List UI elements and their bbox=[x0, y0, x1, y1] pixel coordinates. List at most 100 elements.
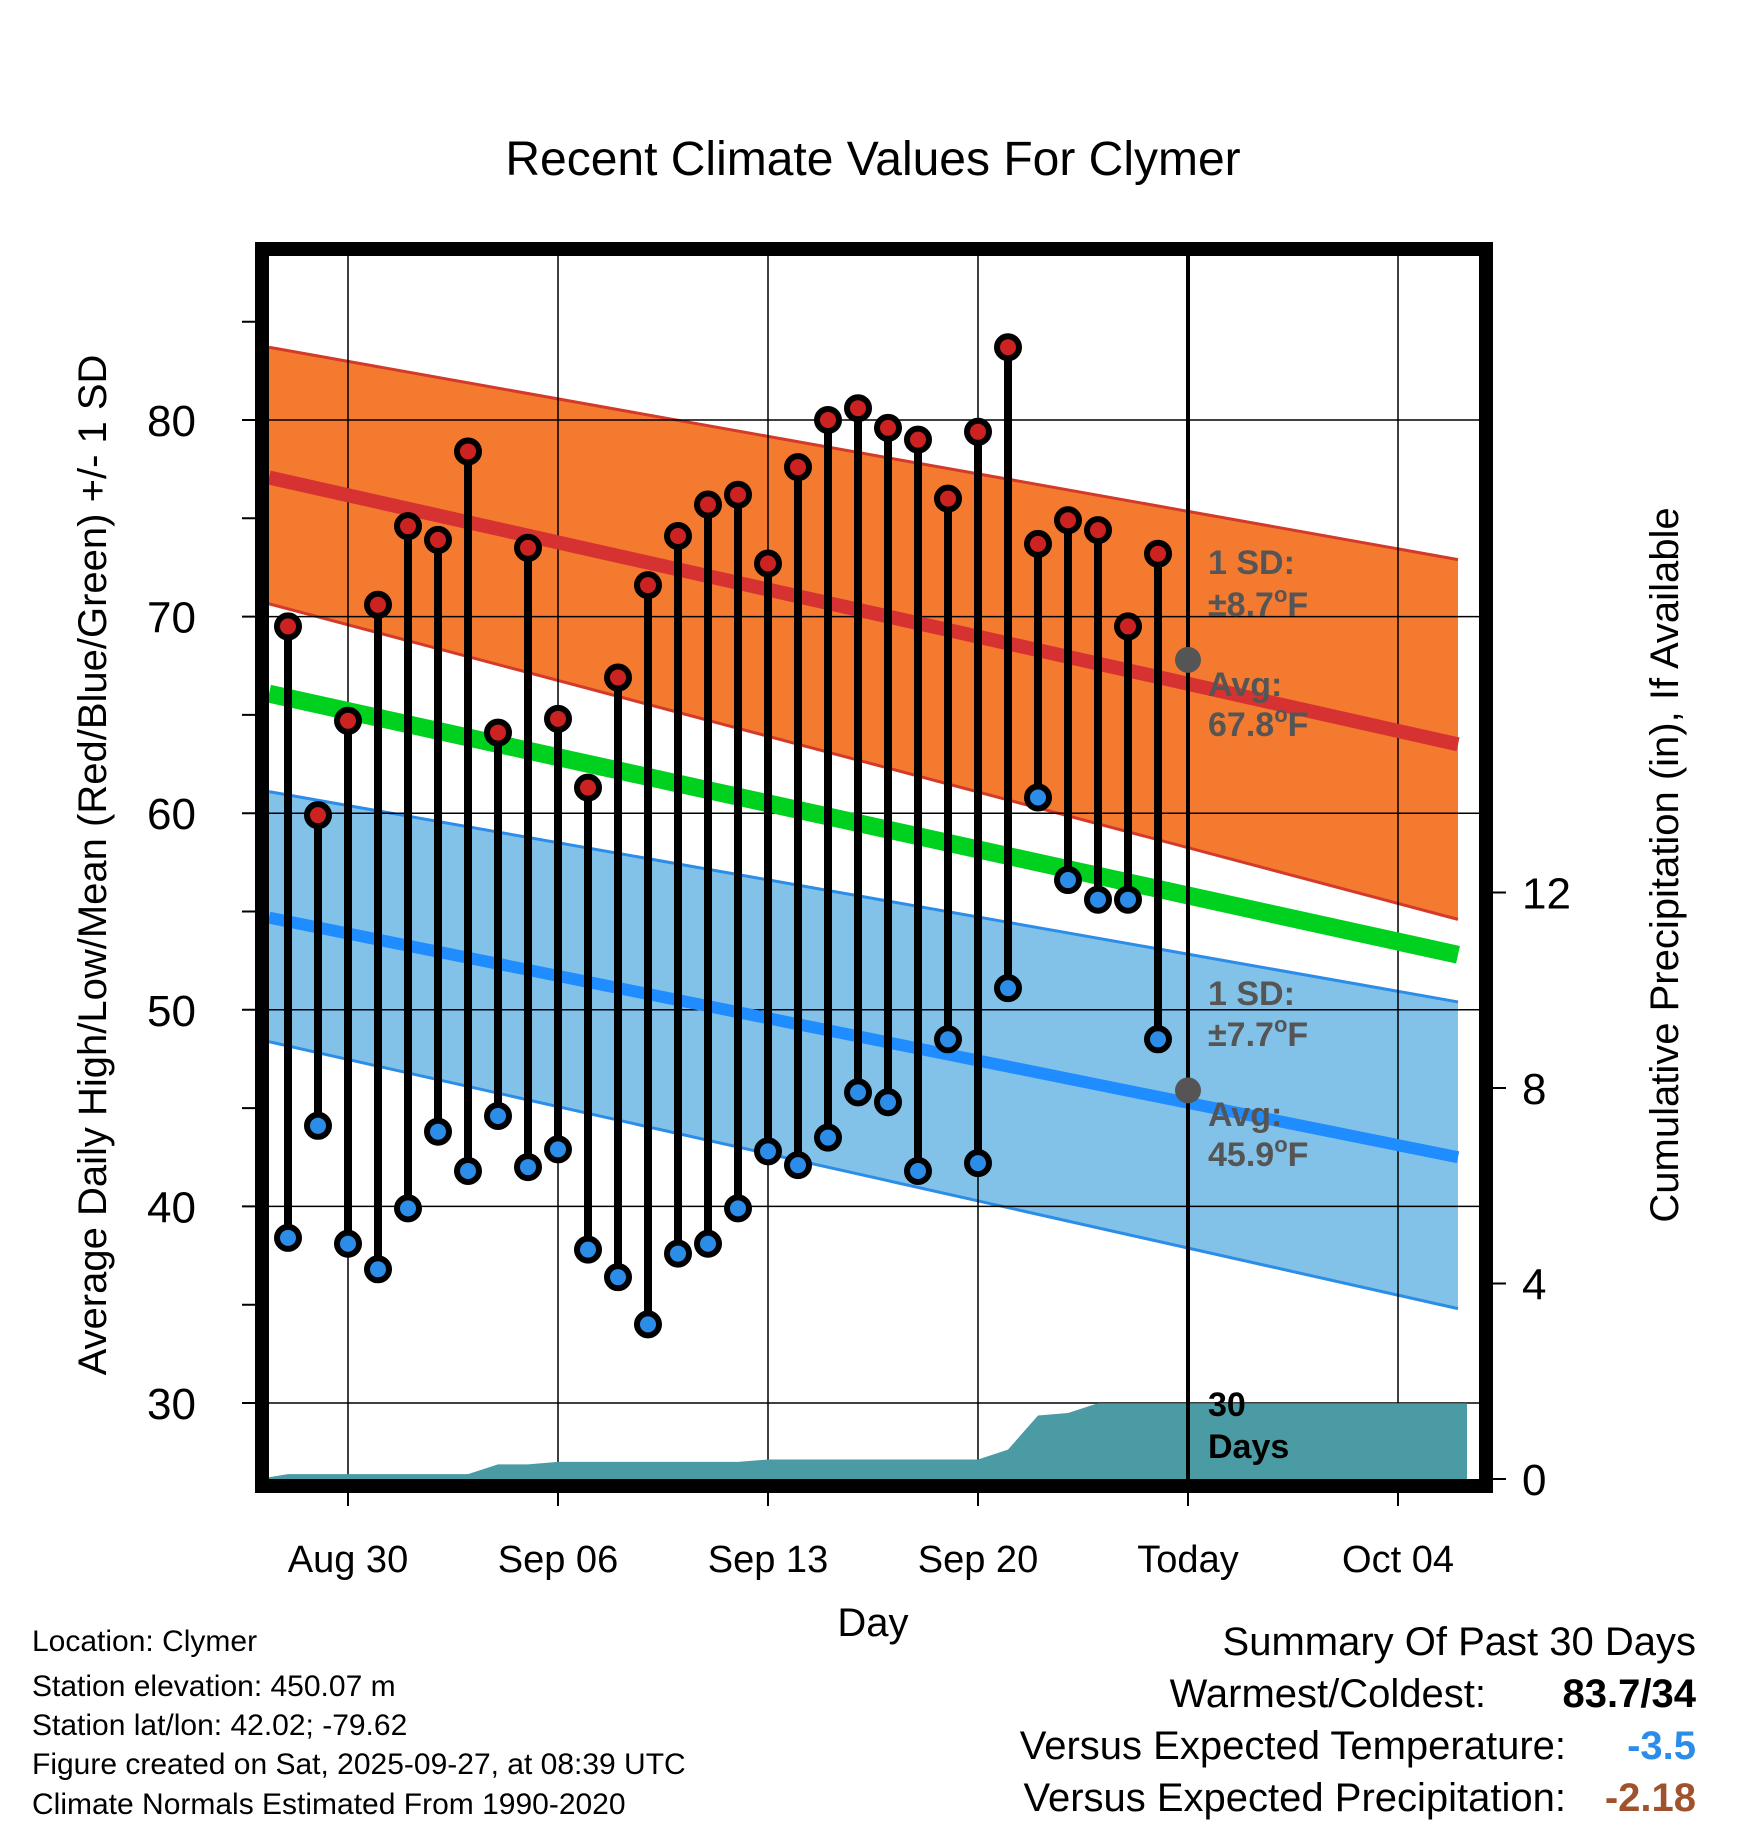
daily-low-point bbox=[1084, 885, 1112, 914]
daily-high-point bbox=[1144, 539, 1172, 568]
daily-high-point bbox=[484, 718, 512, 747]
daily-low-point bbox=[1114, 885, 1142, 914]
daily-high-point bbox=[964, 417, 992, 446]
daily-high-point bbox=[604, 663, 632, 692]
low-sd-band bbox=[269, 791, 1458, 1309]
daily-high-point bbox=[514, 533, 542, 562]
daily-high-point bbox=[1114, 612, 1142, 641]
low-avg-value: 45.9oF bbox=[1208, 1132, 1308, 1174]
daily-high-point bbox=[904, 425, 932, 454]
daily-low-point bbox=[904, 1157, 932, 1186]
daily-high-point bbox=[634, 571, 662, 600]
daily-high-point bbox=[874, 413, 902, 442]
summary-temp-value: -3.5 bbox=[1627, 1724, 1696, 1768]
summary-warmest-value: 83.7/34 bbox=[1562, 1672, 1696, 1716]
summary-precip-row: Versus Expected Precipitation: -2.18 bbox=[1023, 1776, 1696, 1821]
info-created: Figure created on Sat, 2025-09-27, at 08… bbox=[32, 1748, 686, 1781]
summary-title: Summary Of Past 30 Days bbox=[1223, 1620, 1696, 1665]
summary-warmest-row: Warmest/Coldest: 83.7/34 bbox=[1170, 1672, 1696, 1717]
daily-high-point bbox=[364, 590, 392, 619]
daily-low-point bbox=[994, 974, 1022, 1003]
y-tick-label: 30 bbox=[147, 1380, 196, 1429]
daily-low-point bbox=[1144, 1025, 1172, 1054]
daily-high-point bbox=[784, 453, 812, 482]
daily-low-point bbox=[634, 1310, 662, 1339]
daily-high-point bbox=[424, 525, 452, 554]
high-avg-label: Avg: bbox=[1208, 666, 1282, 704]
chart-title: Recent Climate Values For Clymer bbox=[505, 133, 1240, 186]
x-tick-label: Oct 04 bbox=[1342, 1539, 1454, 1581]
high-avg-value: 67.8oF bbox=[1208, 702, 1308, 744]
daily-high-point bbox=[544, 704, 572, 733]
daily-low-point bbox=[544, 1135, 572, 1164]
daily-low-point bbox=[304, 1111, 332, 1140]
daily-low-point bbox=[784, 1151, 812, 1180]
daily-low-point bbox=[454, 1157, 482, 1186]
high-sd-label: 1 SD: bbox=[1208, 544, 1295, 582]
summary-warmest-label: Warmest/Coldest: bbox=[1169, 1672, 1486, 1716]
plot-frame bbox=[255, 242, 1493, 1493]
y-tick-label: 70 bbox=[147, 594, 196, 643]
daily-high-point bbox=[274, 612, 302, 641]
daily-low-point bbox=[934, 1025, 962, 1054]
low-avg-label: Avg: bbox=[1208, 1096, 1282, 1134]
daily-low-point bbox=[964, 1149, 992, 1178]
summary-precip-value: -2.18 bbox=[1604, 1776, 1696, 1820]
x-tick-label: Aug 30 bbox=[288, 1539, 408, 1581]
daily-low-point bbox=[1054, 866, 1082, 895]
info-elevation: Station elevation: 450.07 m bbox=[32, 1670, 396, 1703]
daily-low-point bbox=[754, 1137, 782, 1166]
daily-high-point bbox=[304, 801, 332, 830]
daily-high-point bbox=[574, 773, 602, 802]
today-high-avg-marker bbox=[1175, 646, 1201, 673]
info-latlon: Station lat/lon: 42.02; -79.62 bbox=[32, 1709, 408, 1742]
x-axis-label: Day bbox=[837, 1601, 908, 1645]
y-tick-label: 80 bbox=[147, 397, 196, 446]
daily-low-point bbox=[1024, 783, 1052, 812]
x-tick-label: Sep 20 bbox=[918, 1539, 1038, 1581]
low-sd-value: ±7.7oF bbox=[1208, 1012, 1308, 1054]
daily-high-point bbox=[454, 437, 482, 466]
daily-low-point bbox=[604, 1263, 632, 1292]
y2-tick-label: 0 bbox=[1522, 1456, 1546, 1505]
daily-low-point bbox=[484, 1101, 512, 1130]
summary-temp-row: Versus Expected Temperature: -3.5 bbox=[1020, 1724, 1696, 1769]
daily-low-point bbox=[514, 1153, 542, 1182]
y2-tick-label: 12 bbox=[1522, 870, 1571, 919]
daily-low-point bbox=[364, 1255, 392, 1284]
daily-high-point bbox=[724, 480, 752, 509]
window-count-label: 30 bbox=[1208, 1386, 1246, 1424]
daily-high-point bbox=[664, 521, 692, 550]
summary-precip-label: Versus Expected Precipitation: bbox=[1023, 1776, 1566, 1820]
daily-low-point bbox=[874, 1088, 902, 1117]
daily-high-point bbox=[814, 406, 842, 434]
daily-low-point bbox=[844, 1078, 872, 1107]
x-tick-label: Sep 06 bbox=[498, 1539, 618, 1581]
summary-temp-label: Versus Expected Temperature: bbox=[1019, 1724, 1566, 1768]
today-low-avg-marker bbox=[1175, 1077, 1201, 1104]
summary-title-text: Summary Of Past 30 Days bbox=[1222, 1620, 1696, 1664]
daily-high-point bbox=[934, 484, 962, 513]
daily-high-point bbox=[394, 512, 422, 541]
low-sd-label: 1 SD: bbox=[1208, 975, 1295, 1013]
daily-low-point bbox=[664, 1239, 692, 1268]
daily-high-point bbox=[754, 549, 782, 578]
daily-high-point bbox=[1054, 506, 1082, 535]
daily-high-point bbox=[694, 490, 722, 519]
y-tick-label: 60 bbox=[147, 790, 196, 839]
daily-low-point bbox=[394, 1194, 422, 1223]
y2-tick-label: 4 bbox=[1522, 1261, 1546, 1310]
daily-low-point bbox=[724, 1194, 752, 1223]
x-tick-label: Today bbox=[1137, 1539, 1238, 1581]
y2-tick-label: 8 bbox=[1522, 1065, 1546, 1114]
x-tick-label: Sep 13 bbox=[708, 1539, 828, 1581]
high-sd-value: ±8.7oF bbox=[1208, 582, 1308, 624]
daily-low-point bbox=[274, 1223, 302, 1252]
daily-low-point bbox=[574, 1235, 602, 1264]
y-axis-label: Average Daily High/Low/Mean (Red/Blue/Gr… bbox=[71, 355, 115, 1376]
y-tick-label: 50 bbox=[147, 987, 196, 1036]
daily-low-point bbox=[334, 1229, 362, 1258]
